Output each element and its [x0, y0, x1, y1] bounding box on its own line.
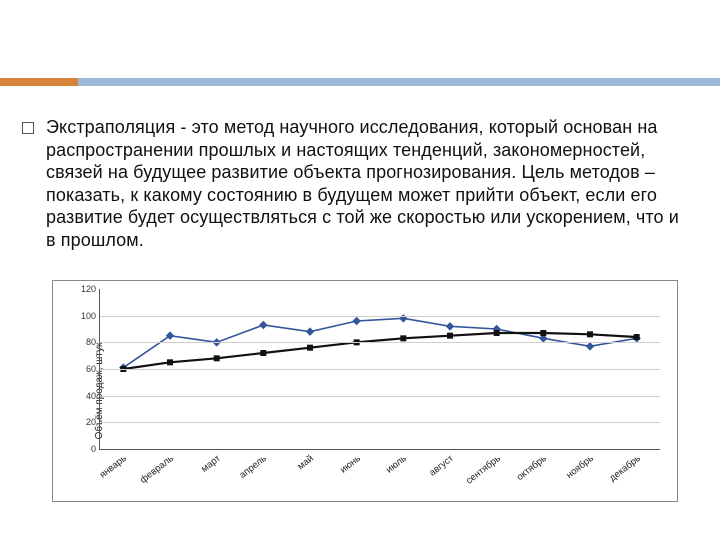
gridline — [100, 422, 660, 423]
marker-actual — [352, 317, 360, 325]
x-tick: июнь — [338, 453, 363, 476]
marker-actual — [446, 322, 454, 330]
gridline — [100, 342, 660, 343]
y-tick: 100 — [81, 311, 96, 321]
x-tick: ноябрь — [564, 453, 595, 481]
x-tick: январь — [98, 453, 129, 481]
y-tick: 40 — [86, 391, 96, 401]
x-tick: апрель — [238, 453, 269, 481]
marker-actual — [259, 321, 267, 329]
marker-trend — [400, 335, 406, 341]
square-bullet-icon — [22, 122, 34, 134]
paragraph-text: Экстраполяция - это метод научного иссле… — [46, 116, 692, 251]
y-tick: 80 — [86, 337, 96, 347]
marker-actual — [306, 327, 314, 335]
slide: Экстраполяция - это метод научного иссле… — [0, 0, 720, 540]
y-tick: 0 — [91, 444, 96, 454]
y-tick: 120 — [81, 284, 96, 294]
marker-trend — [587, 331, 593, 337]
marker-trend — [214, 355, 220, 361]
marker-trend — [634, 334, 640, 340]
x-tick: сентябрь — [464, 453, 503, 487]
marker-trend — [494, 330, 500, 336]
gridline — [100, 369, 660, 370]
y-tick: 20 — [86, 417, 96, 427]
accent-band — [0, 78, 720, 86]
body-text-block: Экстраполяция - это метод научного иссле… — [22, 116, 692, 251]
plot-area: 020406080100120 — [99, 289, 660, 450]
y-tick: 60 — [86, 364, 96, 374]
x-tick-layer: январь февраль март апрель май июнь июль август… — [99, 449, 659, 499]
marker-trend — [260, 350, 266, 356]
x-tick: февраль — [138, 453, 176, 486]
marker-trend — [540, 330, 546, 336]
marker-trend — [167, 359, 173, 365]
accent-right — [78, 78, 720, 86]
x-tick: март — [199, 453, 223, 475]
marker-actual — [586, 342, 594, 350]
x-tick: август — [427, 453, 455, 479]
gridline — [100, 396, 660, 397]
x-tick: октябрь — [515, 453, 549, 483]
marker-trend — [307, 345, 313, 351]
marker-trend — [447, 333, 453, 339]
sales-chart: Объём продаж, штук 020406080100120 январ… — [52, 280, 678, 502]
x-tick: май — [296, 453, 316, 472]
x-tick: июль — [384, 453, 409, 476]
series-line-trend — [123, 333, 636, 369]
gridline — [100, 316, 660, 317]
bullet-item: Экстраполяция - это метод научного иссле… — [22, 116, 692, 251]
accent-left — [0, 78, 78, 86]
x-tick: декабрь — [607, 453, 642, 484]
